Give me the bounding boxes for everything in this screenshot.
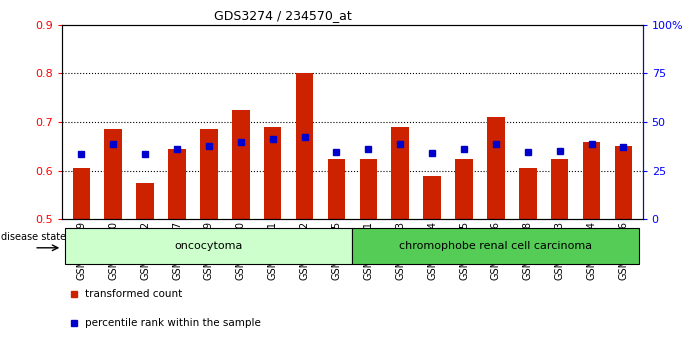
Bar [352, 228, 639, 264]
Title: GDS3274 / 234570_at: GDS3274 / 234570_at [214, 9, 352, 22]
Bar [232, 110, 249, 219]
Text: transformed count: transformed count [86, 289, 182, 299]
Bar [455, 159, 473, 219]
Text: percentile rank within the sample: percentile rank within the sample [86, 318, 261, 328]
Bar [168, 149, 186, 219]
Bar [73, 169, 90, 219]
Text: oncocytoma: oncocytoma [175, 241, 243, 251]
Bar [264, 127, 281, 219]
Bar [615, 147, 632, 219]
Bar [392, 127, 409, 219]
Bar [487, 117, 504, 219]
Bar [296, 73, 313, 219]
Text: disease state: disease state [1, 232, 66, 242]
Text: chromophobe renal cell carcinoma: chromophobe renal cell carcinoma [399, 241, 592, 251]
Bar [200, 130, 218, 219]
Bar [66, 228, 352, 264]
Bar [424, 176, 441, 219]
Bar [583, 142, 600, 219]
Bar [359, 159, 377, 219]
Bar [136, 183, 154, 219]
Bar [328, 159, 346, 219]
Bar [104, 130, 122, 219]
Bar [519, 169, 537, 219]
Bar [551, 159, 569, 219]
